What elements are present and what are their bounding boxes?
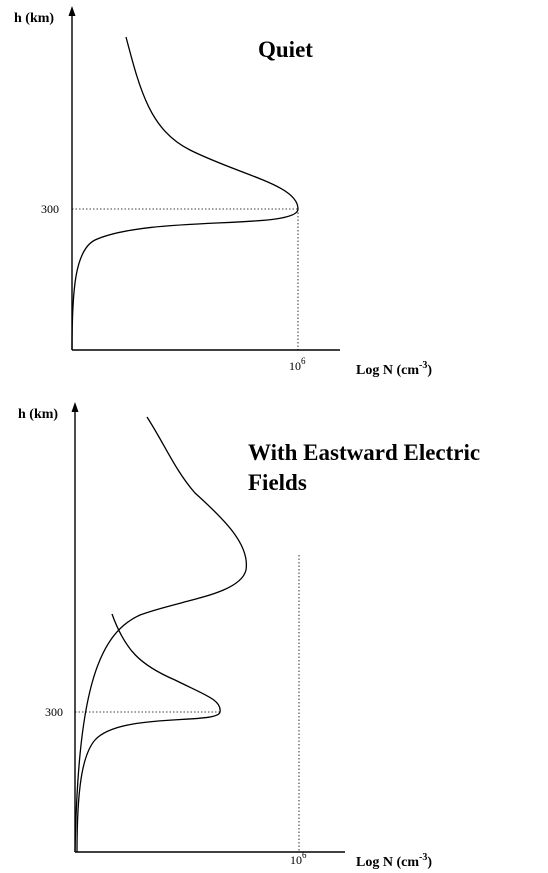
eastward-title-line-1: With Eastward Electric (248, 440, 480, 465)
chart-quiet: h (km) Quiet 300 106 Log N (cm-3) (14, 6, 432, 378)
eastward-y-axis-label: h (km) (18, 407, 58, 422)
quiet-y-axis-arrow (68, 6, 76, 16)
quiet-density-profile (71, 36, 299, 351)
quiet-x-label-sup: -3 (419, 360, 427, 371)
quiet-x-label-close: ) (427, 363, 432, 378)
quiet-x-tick-sup: 6 (301, 356, 306, 366)
eastward-upper-layer-profile (74, 416, 248, 853)
quiet-x-tick-1e6: 106 (289, 356, 306, 373)
eastward-lower-layer-profile (76, 613, 221, 853)
quiet-title: Quiet (258, 37, 313, 62)
eastward-x-label-sup: -3 (419, 852, 427, 863)
chart-eastward: h (km) With Eastward Electric Fields 300… (18, 402, 480, 870)
eastward-x-tick-base: 10 (290, 853, 302, 867)
quiet-y-tick-300: 300 (41, 202, 59, 216)
eastward-x-label-base: Log N (cm (356, 855, 419, 870)
eastward-x-tick-sup: 6 (302, 850, 307, 860)
eastward-x-label-close: ) (427, 855, 432, 870)
eastward-y-tick-300: 300 (45, 705, 63, 719)
quiet-x-tick-base: 10 (289, 359, 301, 373)
eastward-x-tick-1e6: 106 (290, 850, 307, 867)
quiet-x-label-base: Log N (cm (356, 363, 419, 378)
eastward-y-axis-arrow (71, 402, 79, 412)
eastward-x-axis-label: Log N (cm-3) (356, 852, 432, 870)
quiet-y-axis-label: h (km) (14, 11, 54, 26)
quiet-x-axis-label: Log N (cm-3) (356, 360, 432, 378)
eastward-title-line-2: Fields (248, 470, 307, 495)
